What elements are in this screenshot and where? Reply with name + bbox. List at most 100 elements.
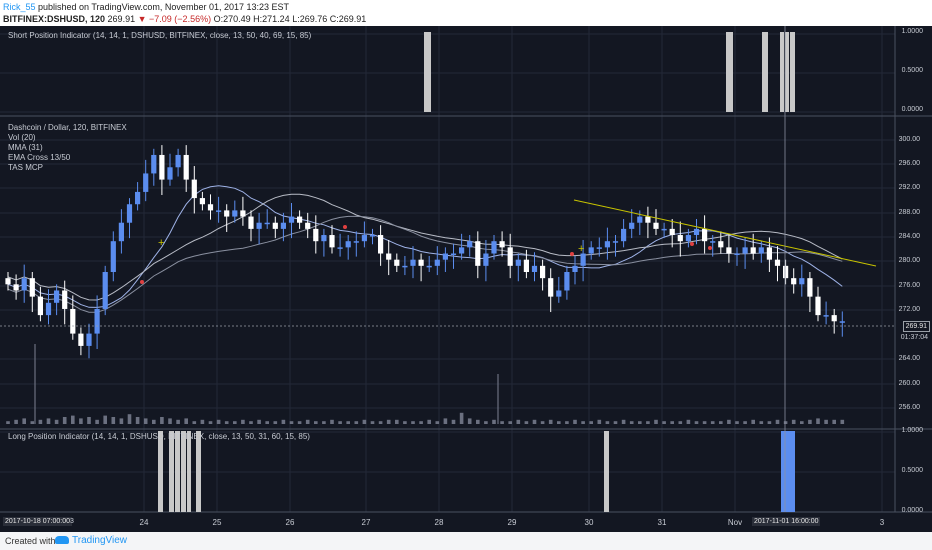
candle-body [831, 315, 837, 322]
candle-body [621, 228, 627, 242]
volume-bar [216, 419, 221, 424]
price-change: −7.09 (−2.56%) [149, 14, 212, 24]
short-signal-bars [424, 32, 795, 112]
symbol-label[interactable]: BITFINEX:DSHUSD, 120 [3, 14, 106, 24]
volume-bar [808, 419, 812, 424]
candle-body [507, 247, 513, 266]
candle-body [45, 302, 52, 316]
volume-bar [427, 419, 431, 424]
chart-canvas[interactable]: + + 24 25 26 27 28 29 30 31 Nov 3 [0, 26, 932, 532]
volume-bar [249, 421, 253, 424]
candle-body [183, 154, 189, 180]
candle-body [78, 333, 84, 346]
volume-bar [192, 421, 197, 424]
price-scale-label: 280.00 [898, 257, 920, 264]
candle-body [62, 290, 68, 309]
candle-body [86, 333, 92, 346]
time-start-suffix: 3 [70, 518, 74, 525]
candle-body [766, 247, 772, 260]
volume-bar [735, 421, 739, 424]
candle-body [823, 315, 829, 317]
tradingview-logo[interactable]: TradingView [55, 535, 127, 546]
candle-body [159, 154, 165, 180]
legend-ema-cross[interactable]: EMA Cross 13/50 [8, 153, 71, 162]
candle-body [135, 191, 141, 205]
volume-bar [646, 421, 650, 424]
short-signal-bar [780, 32, 784, 112]
buy-cross-icon: + [578, 243, 584, 255]
candle-body [564, 272, 570, 291]
sell-dot-icon [690, 242, 694, 246]
volume-bar [565, 421, 569, 424]
volume-bar [38, 419, 43, 424]
sell-dot-icon [140, 280, 144, 284]
volume-bar [532, 419, 537, 424]
short-signal-bar [424, 32, 431, 112]
volume-bar [743, 421, 747, 424]
candle-body [483, 253, 489, 266]
candle-body [102, 272, 108, 309]
short-signal-bar [726, 32, 733, 112]
candle-body [288, 216, 295, 223]
candle-body [491, 241, 497, 254]
candle-body [337, 247, 343, 249]
volume-bar [443, 418, 448, 424]
price-scale-label: 260.00 [898, 380, 920, 387]
candle-body [369, 235, 376, 237]
volume-bar [224, 421, 229, 424]
volume-bar [386, 419, 391, 424]
long-indicator-legend[interactable]: Long Position Indicator (14, 14, 1, DSHU… [8, 432, 310, 442]
long-signal-bar [187, 431, 191, 512]
legend-symbol[interactable]: Dashcoin / Dollar, 120, BITFINEX [8, 123, 127, 132]
candle-body [378, 235, 384, 254]
grid-lines [0, 26, 895, 513]
price-scale-label: 256.00 [898, 404, 920, 411]
candle-body [434, 259, 440, 266]
candle-body [426, 265, 432, 268]
volume-bar [459, 412, 464, 424]
volume-bar [540, 421, 545, 424]
volume-bar [557, 421, 561, 424]
volume-bar [678, 421, 683, 424]
candle-body [321, 235, 327, 242]
author-link[interactable]: Rick_55 [3, 2, 36, 12]
volume-bar [759, 421, 764, 424]
last-price: 269.91 [107, 14, 136, 24]
candle-body [467, 241, 473, 248]
volume-bar [686, 419, 691, 424]
short-indicator-legend[interactable]: Short Position Indicator (14, 14, 1, DSH… [8, 31, 311, 41]
tradingview-cloud-icon [55, 536, 69, 545]
trendline[interactable] [573, 199, 877, 267]
legend-mma[interactable]: MMA (31) [8, 143, 43, 152]
volume-bar [573, 419, 577, 424]
volume-bar [484, 421, 488, 424]
time-start-tag: 2017-10-18 07:00:00 [3, 517, 72, 526]
candle-body [143, 173, 149, 192]
candle-body [305, 222, 311, 229]
created-with-label: Created with [5, 536, 56, 546]
candle-body [207, 204, 214, 211]
candle-body [669, 228, 675, 236]
candle-body [515, 259, 521, 266]
ema-50-line [7, 215, 843, 313]
long-signal-bar [604, 431, 609, 512]
bar-countdown: 01:37:04 [898, 333, 930, 342]
volume-bar [257, 419, 261, 424]
footer: Created with TradingView [0, 532, 932, 550]
legend-tas-mcp[interactable]: TAS MCP [8, 163, 43, 172]
candle-body [248, 216, 254, 229]
volume-bar [710, 421, 715, 424]
candle-body [151, 154, 157, 174]
price-scale-label: 264.00 [898, 355, 920, 362]
volume-bar [476, 419, 480, 424]
candlestick-series [5, 145, 845, 359]
candle-body [5, 278, 11, 285]
volume-bar [775, 419, 780, 424]
time-axis[interactable]: 24 25 26 27 28 29 30 31 Nov 3 [140, 518, 885, 527]
price-scale-label: 296.00 [898, 160, 920, 167]
legend-volume[interactable]: Vol (20) [8, 133, 36, 142]
volume-bar [176, 419, 180, 424]
candle-body [612, 241, 619, 243]
candle-body [459, 247, 465, 254]
